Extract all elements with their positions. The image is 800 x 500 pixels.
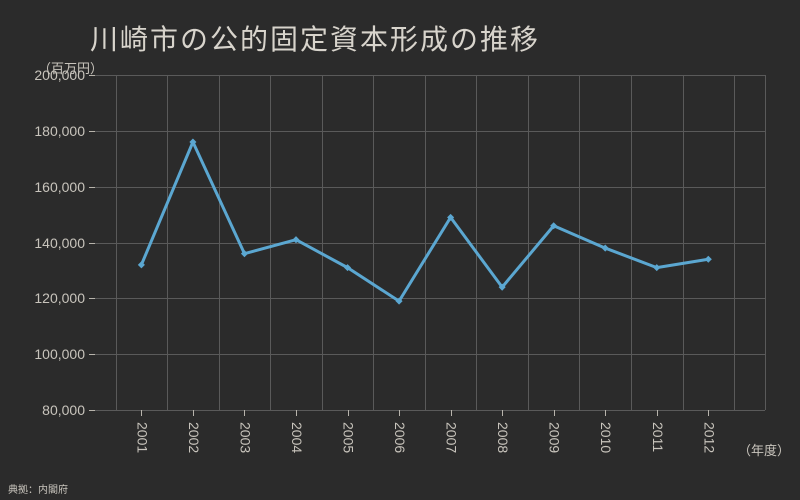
tick-x — [502, 410, 503, 416]
tick-x — [296, 410, 297, 416]
y-tick-label: 180,000 — [34, 123, 85, 139]
data-line — [95, 75, 765, 410]
tick-x — [244, 410, 245, 416]
x-tick-label: 2008 — [495, 422, 511, 453]
tick-x — [605, 410, 606, 416]
x-tick-label: 2005 — [341, 422, 357, 453]
x-axis-unit: （年度） — [738, 440, 790, 459]
y-tick-label: 120,000 — [34, 290, 85, 306]
chart-title: 川崎市の公的固定資本形成の推移 — [0, 0, 800, 58]
x-tick-label: 2001 — [134, 422, 150, 453]
y-tick-label: 200,000 — [34, 67, 85, 83]
x-tick-label: 2002 — [186, 422, 202, 453]
tick-x — [193, 410, 194, 416]
source-footnote: 典拠：内閣府 — [8, 481, 68, 496]
x-tick-label: 2011 — [650, 422, 666, 452]
x-tick-label: 2010 — [598, 422, 614, 453]
grid-line-v — [765, 75, 766, 410]
grid-line-h — [95, 410, 765, 411]
y-tick-label: 100,000 — [34, 346, 85, 362]
tick-x — [141, 410, 142, 416]
tick-x — [708, 410, 709, 416]
tick-x — [348, 410, 349, 416]
y-tick-label: 80,000 — [42, 402, 85, 418]
x-tick-label: 2004 — [289, 422, 305, 453]
line-chart: 80,000100,000120,000140,000160,000180,00… — [95, 75, 765, 410]
tick-y — [89, 410, 95, 411]
tick-x — [554, 410, 555, 416]
tick-x — [451, 410, 452, 416]
y-tick-label: 160,000 — [34, 179, 85, 195]
x-tick-label: 2009 — [547, 422, 563, 453]
data-marker — [705, 256, 712, 263]
tick-x — [399, 410, 400, 416]
tick-x — [657, 410, 658, 416]
y-tick-label: 140,000 — [34, 235, 85, 251]
x-tick-label: 2006 — [392, 422, 408, 453]
x-tick-label: 2007 — [444, 422, 460, 453]
x-tick-label: 2003 — [237, 422, 253, 453]
x-tick-label: 2012 — [701, 422, 717, 453]
